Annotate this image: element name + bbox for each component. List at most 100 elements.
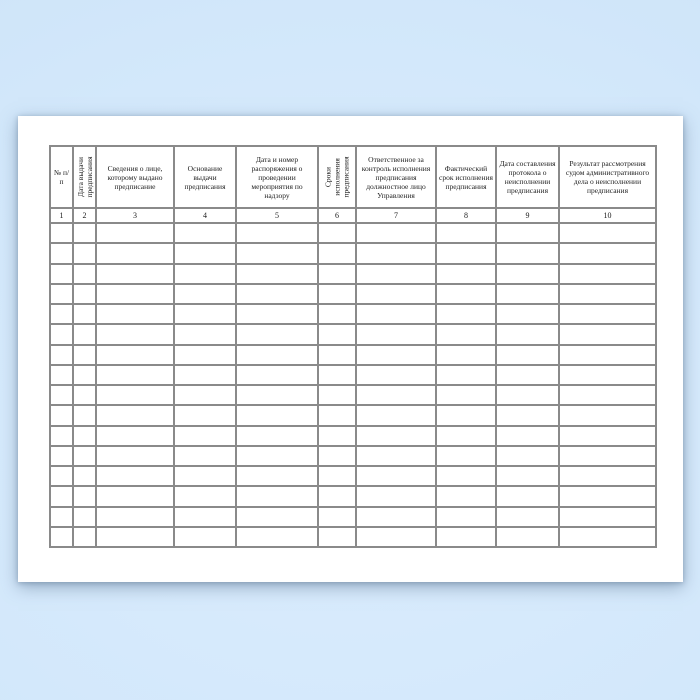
empty-cell (495, 464, 560, 488)
empty-cell (49, 282, 74, 306)
table-row (49, 323, 657, 346)
empty-cell (49, 464, 74, 488)
empty-cell (49, 424, 74, 447)
empty-cell (317, 282, 357, 306)
empty-cell (72, 363, 97, 387)
header-row: № п/п Дата выдачи предписания Сведения о… (49, 145, 657, 209)
empty-cell (317, 323, 357, 346)
journal-table-body (49, 221, 657, 549)
empty-cell (173, 302, 237, 326)
empty-cell (435, 221, 497, 245)
empty-cell (49, 525, 74, 549)
empty-cell (558, 262, 657, 285)
table-row (49, 282, 657, 306)
empty-cell (235, 262, 319, 285)
empty-cell (355, 464, 437, 488)
table-row (49, 505, 657, 528)
empty-cell (173, 485, 237, 508)
empty-cell (355, 242, 437, 265)
empty-cell (235, 464, 319, 488)
empty-cell (95, 323, 175, 346)
empty-cell (495, 404, 560, 427)
empty-cell (235, 242, 319, 265)
column-numbers-row: 1 2 3 4 5 6 7 8 9 10 (49, 207, 657, 224)
empty-cell (558, 424, 657, 447)
table-row (49, 262, 657, 285)
empty-cell (558, 221, 657, 245)
empty-cell (355, 404, 437, 427)
empty-cell (72, 404, 97, 427)
empty-cell (495, 282, 560, 306)
column-number: 5 (235, 207, 319, 224)
empty-cell (435, 302, 497, 326)
document-page: № п/п Дата выдачи предписания Сведения о… (18, 116, 683, 582)
column-number: 8 (435, 207, 497, 224)
empty-cell (355, 302, 437, 326)
column-number: 1 (49, 207, 74, 224)
empty-cell (317, 444, 357, 468)
empty-cell (95, 464, 175, 488)
empty-cell (95, 242, 175, 265)
empty-cell (95, 383, 175, 407)
empty-cell (95, 363, 175, 387)
empty-cell (95, 404, 175, 427)
empty-cell (173, 404, 237, 427)
empty-cell (95, 485, 175, 508)
column-number: 2 (72, 207, 97, 224)
empty-cell (495, 242, 560, 265)
empty-cell (435, 444, 497, 468)
empty-cell (49, 363, 74, 387)
empty-cell (317, 485, 357, 508)
column-header-responsible-official: Ответственное за контроль исполнения пре… (355, 145, 437, 209)
table-row (49, 242, 657, 265)
empty-cell (317, 424, 357, 447)
column-header-court-result: Результат рассмотрения судом администрат… (558, 145, 657, 209)
column-header-issue-date: Дата выдачи предписания (72, 145, 97, 209)
empty-cell (49, 485, 74, 508)
empty-cell (495, 262, 560, 285)
empty-cell (435, 282, 497, 306)
empty-cell (72, 505, 97, 528)
empty-cell (558, 505, 657, 528)
empty-cell (355, 323, 437, 346)
table-row (49, 464, 657, 488)
empty-cell (95, 525, 175, 549)
empty-cell (235, 485, 319, 508)
empty-cell (235, 221, 319, 245)
empty-cell (355, 505, 437, 528)
empty-cell (173, 282, 237, 306)
empty-cell (495, 424, 560, 447)
empty-cell (72, 424, 97, 447)
empty-cell (49, 404, 74, 427)
column-number: 9 (495, 207, 560, 224)
empty-cell (435, 464, 497, 488)
empty-cell (558, 363, 657, 387)
empty-cell (317, 505, 357, 528)
column-header-order-date-number: Дата и номер распоряжения о проведении м… (235, 145, 319, 209)
empty-cell (355, 262, 437, 285)
empty-cell (72, 383, 97, 407)
column-number: 10 (558, 207, 657, 224)
empty-cell (558, 485, 657, 508)
column-header-person-info: Сведения о лице, которому выдано предпис… (95, 145, 175, 209)
table-row (49, 525, 657, 549)
empty-cell (355, 343, 437, 366)
empty-cell (95, 302, 175, 326)
table-row (49, 302, 657, 326)
empty-cell (317, 525, 357, 549)
empty-cell (72, 464, 97, 488)
empty-cell (235, 505, 319, 528)
table-row (49, 363, 657, 387)
empty-cell (435, 242, 497, 265)
empty-cell (435, 323, 497, 346)
empty-cell (495, 302, 560, 326)
column-header-issue-basis: Основание выдачи предписания (173, 145, 237, 209)
empty-cell (495, 363, 560, 387)
empty-cell (355, 282, 437, 306)
table-row (49, 221, 657, 245)
empty-cell (558, 444, 657, 468)
empty-cell (235, 323, 319, 346)
empty-cell (95, 444, 175, 468)
empty-cell (173, 383, 237, 407)
